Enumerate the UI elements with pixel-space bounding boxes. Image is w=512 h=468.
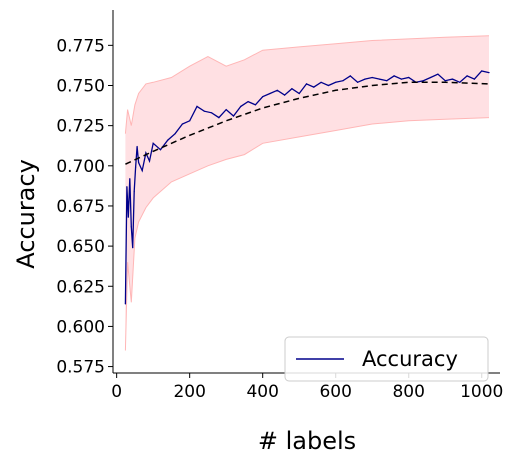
legend-label-accuracy: Accuracy [362, 347, 458, 371]
data-point [444, 80, 446, 82]
x-axis-title: # labels [258, 427, 356, 455]
data-point [126, 186, 128, 188]
data-point [196, 105, 198, 107]
data-point [129, 178, 131, 180]
data-point [276, 89, 278, 91]
y-tick-label: 0.725 [56, 117, 105, 137]
data-point [138, 162, 140, 164]
data-point [327, 84, 329, 87]
data-point [232, 115, 235, 117]
data-point [124, 303, 126, 305]
data-point [473, 78, 475, 80]
legend-box [284, 336, 489, 382]
data-point [393, 75, 395, 77]
data-point [145, 152, 147, 154]
x-tick-label: 600 [319, 382, 351, 402]
data-point [254, 104, 256, 106]
data-point [320, 81, 322, 83]
x-tick-label: 400 [246, 382, 278, 402]
data-point [135, 166, 137, 168]
data-point [305, 83, 308, 85]
data-point [313, 86, 315, 88]
data-point [203, 110, 205, 112]
data-point [133, 190, 135, 193]
data-point [335, 81, 337, 83]
data-point [488, 72, 490, 74]
data-point [148, 160, 151, 162]
data-point [430, 76, 432, 79]
x-tick-label: 1000 [460, 382, 503, 402]
data-point [174, 133, 176, 135]
data-point [357, 81, 359, 83]
data-point [269, 92, 271, 95]
data-point [342, 80, 344, 82]
data-point [364, 78, 366, 80]
data-point [298, 92, 300, 95]
band-lower-edge [124, 117, 490, 351]
y-tick-label: 0.750 [56, 76, 105, 96]
data-point [218, 117, 220, 119]
legend: Accuracy [284, 336, 489, 382]
y-axis-ticks: 0.575 0.600 0.625 0.650 0.675 0.700 0.725 0.750… [56, 36, 113, 378]
data-point [181, 123, 183, 125]
y-tick-label: 0.625 [56, 277, 105, 297]
data-point [459, 81, 461, 83]
data-point [240, 105, 242, 107]
data-point [371, 76, 373, 79]
data-point [291, 88, 293, 90]
data-point [247, 101, 249, 103]
plot-area [124, 35, 490, 351]
data-point [437, 73, 439, 75]
data-point [132, 247, 134, 249]
y-tick-label: 0.575 [56, 358, 105, 378]
data-point [408, 76, 410, 79]
data-point [225, 109, 227, 111]
y-tick-label: 0.775 [56, 36, 105, 56]
x-tick-label: 0 [111, 382, 122, 402]
y-tick-label: 0.675 [56, 197, 105, 217]
y-axis-title: Accuracy [12, 159, 40, 269]
band-upper-edge [124, 35, 490, 134]
data-point [349, 75, 351, 77]
data-point [189, 120, 191, 122]
data-point [466, 75, 468, 77]
data-point [141, 170, 143, 172]
data-point [284, 94, 286, 96]
x-axis-ticks: 0 200 400 600 800 1000 [111, 373, 503, 402]
x-tick-label: 200 [173, 382, 205, 402]
data-point [127, 216, 129, 218]
data-point [136, 145, 138, 148]
data-point [159, 149, 162, 151]
data-point [400, 78, 402, 80]
data-point [451, 78, 454, 80]
data-point [481, 70, 483, 72]
data-point [262, 96, 264, 98]
data-point [130, 226, 132, 228]
data-point [422, 80, 424, 82]
x-tick-label: 800 [392, 382, 424, 402]
variance-band [125, 35, 490, 351]
data-point [378, 78, 381, 80]
y-tick-label: 0.700 [56, 157, 105, 177]
y-tick-label: 0.600 [56, 317, 105, 337]
data-point [211, 112, 213, 114]
y-tick-label: 0.650 [56, 237, 105, 257]
data-point [386, 80, 388, 82]
data-point [167, 139, 169, 141]
data-point [152, 142, 154, 144]
